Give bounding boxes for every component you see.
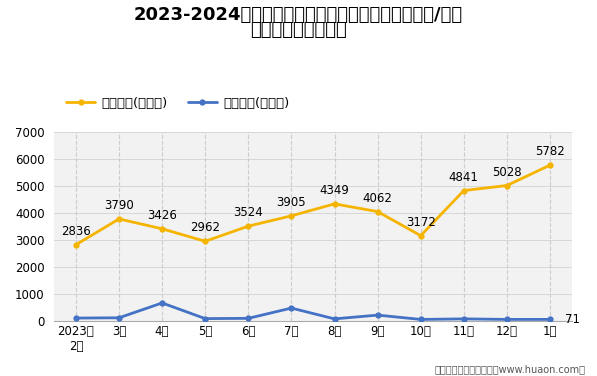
Text: 2836: 2836 [61, 225, 91, 238]
进口总额(万美元) [460, 317, 467, 321]
出口总额(万美元) [331, 202, 338, 206]
进口总额(万美元) [72, 316, 79, 320]
进口总额(万美元) [159, 301, 166, 305]
Text: 5782: 5782 [535, 145, 565, 158]
出口总额(万美元) [546, 163, 553, 167]
出口总额(万美元) [503, 183, 510, 188]
出口总额(万美元) [288, 214, 295, 218]
Legend: 出口总额(万美元), 进口总额(万美元): 出口总额(万美元), 进口总额(万美元) [66, 97, 290, 110]
出口总额(万美元) [417, 233, 424, 238]
Text: 4841: 4841 [449, 171, 479, 183]
Line: 出口总额(万美元): 出口总额(万美元) [73, 163, 552, 247]
Text: 4062: 4062 [362, 192, 393, 205]
出口总额(万美元) [159, 226, 166, 231]
Text: 3426: 3426 [147, 209, 177, 222]
Text: 2962: 2962 [190, 221, 220, 234]
进口总额(万美元) [374, 313, 381, 317]
进口总额(万美元) [202, 316, 209, 321]
Text: 4349: 4349 [319, 184, 349, 197]
Text: 3172: 3172 [406, 216, 436, 229]
出口总额(万美元) [374, 209, 381, 214]
进口总额(万美元) [288, 306, 295, 310]
出口总额(万美元) [245, 224, 252, 228]
进口总额(万美元) [417, 317, 424, 322]
Text: 3905: 3905 [276, 196, 306, 209]
出口总额(万美元) [202, 239, 209, 244]
Text: 2023-2024年株洲高新技术产业开发区（境内目的地/货源: 2023-2024年株洲高新技术产业开发区（境内目的地/货源 [134, 6, 463, 24]
出口总额(万美元) [115, 217, 122, 221]
进口总额(万美元) [503, 317, 510, 321]
Line: 进口总额(万美元): 进口总额(万美元) [73, 300, 552, 322]
Text: 71: 71 [565, 313, 580, 326]
Text: 制图：华经产业研究院（www.huaon.com）: 制图：华经产业研究院（www.huaon.com） [434, 364, 585, 374]
Text: 3524: 3524 [233, 206, 263, 219]
出口总额(万美元) [72, 243, 79, 247]
Text: 5028: 5028 [492, 165, 522, 179]
进口总额(万美元) [546, 317, 553, 321]
出口总额(万美元) [460, 188, 467, 193]
Text: 3790: 3790 [104, 199, 134, 212]
进口总额(万美元) [115, 315, 122, 320]
进口总额(万美元) [331, 317, 338, 321]
进口总额(万美元) [245, 316, 252, 321]
Text: 地）进、出口额统计: 地）进、出口额统计 [250, 21, 347, 39]
